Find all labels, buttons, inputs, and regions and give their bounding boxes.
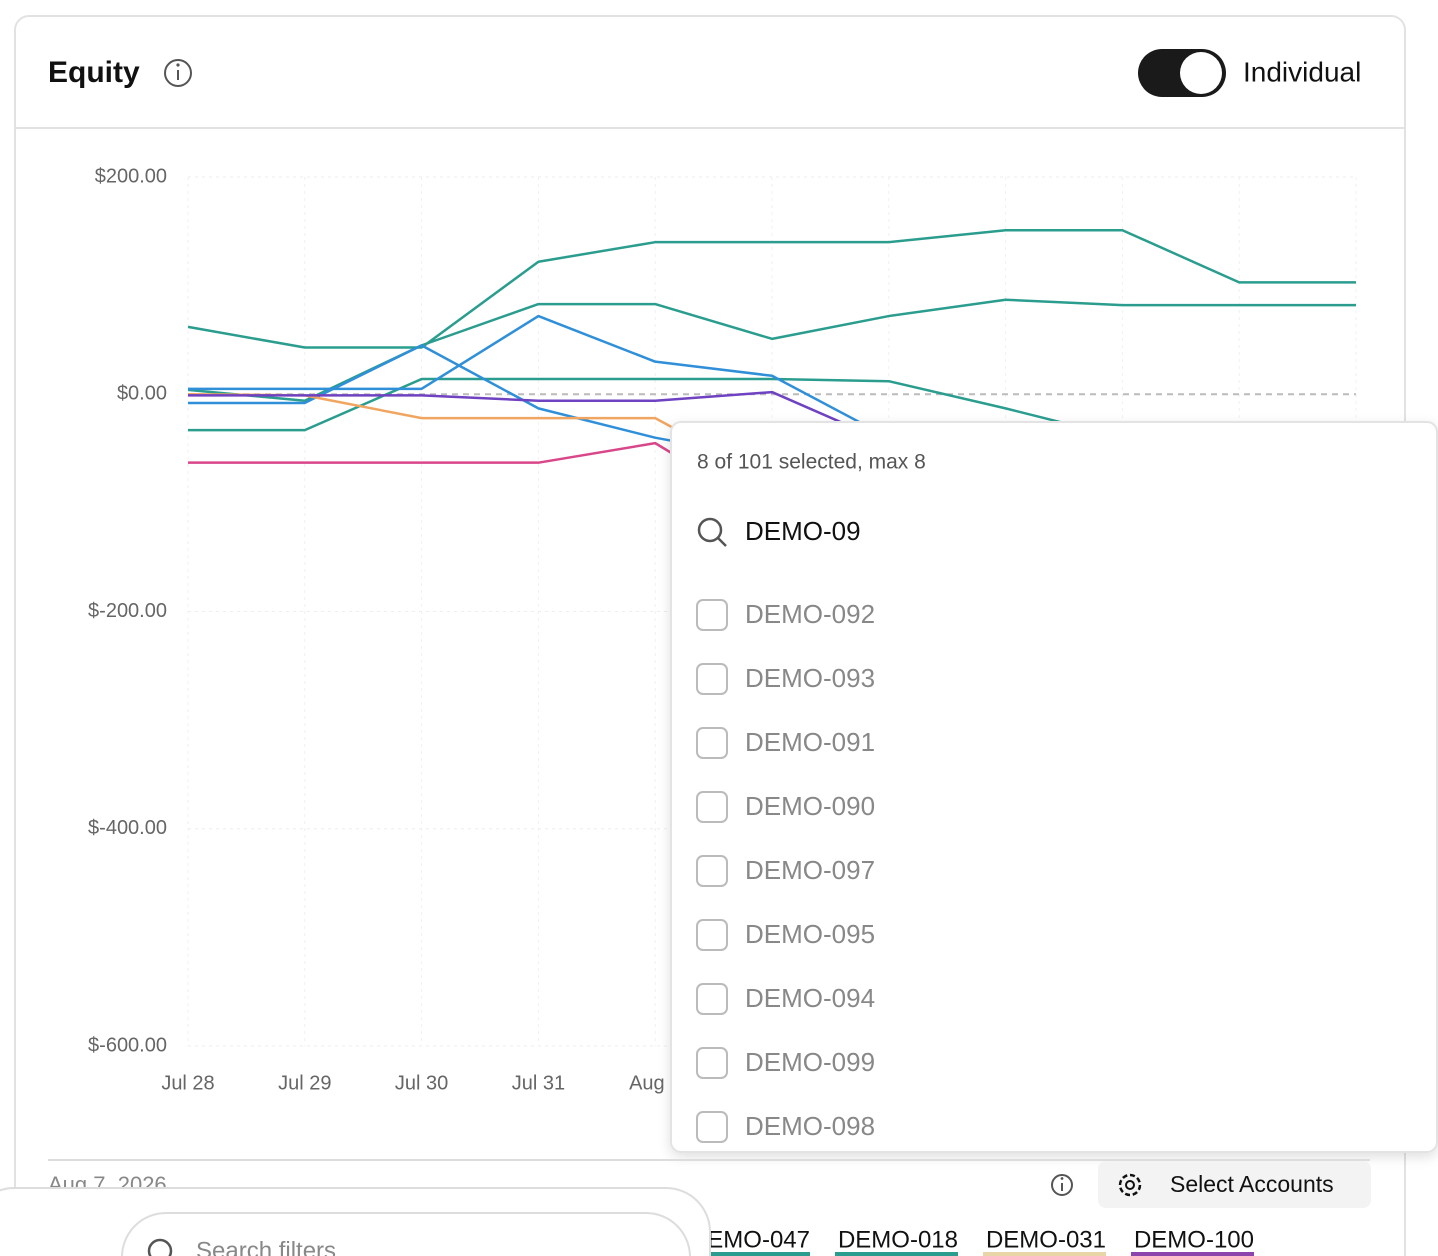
- checkbox: [696, 919, 728, 951]
- option[interactable]: DEMO-099: [696, 1047, 875, 1079]
- y-tick-label: $0.00: [117, 383, 167, 405]
- option[interactable]: DEMO-097: [696, 855, 875, 887]
- legend-swatch: [835, 1252, 958, 1256]
- search-placeholder: Search filters: [196, 1237, 336, 1256]
- x-tick-label: Aug 1: [629, 1072, 681, 1094]
- option[interactable]: DEMO-090: [696, 791, 875, 823]
- checkbox: [696, 855, 728, 887]
- x-tick-label: Jul 28: [161, 1072, 214, 1094]
- x-tick-label: Jul 31: [512, 1072, 565, 1094]
- legend-swatch: [1131, 1252, 1254, 1256]
- legend: DEMO-047 DEMO-018 DEMO-031 DEMO-100: [687, 1226, 1254, 1256]
- checkbox: [696, 663, 728, 695]
- option-label: DEMO-099: [745, 1047, 875, 1077]
- checkbox: [696, 1111, 728, 1143]
- y-tick-label: $200.00: [95, 165, 167, 187]
- checkbox: [696, 983, 728, 1015]
- option-label: DEMO-092: [745, 599, 875, 629]
- selection-status: 8 of 101 selected, max 8: [697, 451, 926, 474]
- option[interactable]: DEMO-098: [696, 1111, 875, 1143]
- info-icon[interactable]: [164, 59, 192, 87]
- x-tick-label: Jul 30: [395, 1072, 448, 1094]
- y-tick-label: $-600.00: [88, 1034, 167, 1056]
- toggle-label: Individual: [1243, 56, 1361, 87]
- option-label: DEMO-093: [745, 663, 875, 693]
- checkbox: [696, 791, 728, 823]
- toggle[interactable]: [1138, 49, 1226, 97]
- dropdown-panel: [670, 421, 1438, 1153]
- option[interactable]: DEMO-094: [696, 983, 875, 1015]
- info-icon[interactable]: [1051, 1174, 1073, 1196]
- legend-label: DEMO-100: [1134, 1226, 1254, 1253]
- checkbox: [696, 1047, 728, 1079]
- button-label: Select Accounts: [1170, 1171, 1334, 1197]
- option-label: DEMO-090: [745, 791, 875, 821]
- y-tick-label: $-400.00: [88, 817, 167, 839]
- dropdown: 8 of 101 selected, max 8 DEMO-09 DEMO-09…: [670, 421, 1438, 1153]
- checkbox: [696, 599, 728, 631]
- checkbox: [696, 727, 728, 759]
- search-input[interactable]: DEMO-09: [745, 516, 861, 546]
- series-line: [188, 377, 1123, 439]
- x-tick-label: Jul 29: [278, 1072, 331, 1094]
- series-line: [188, 390, 890, 445]
- filter-panel: Search filters: [0, 1187, 711, 1256]
- option[interactable]: DEMO-095: [696, 919, 875, 951]
- series-line: [188, 314, 890, 439]
- option[interactable]: DEMO-091: [696, 727, 875, 759]
- option-label: DEMO-094: [745, 983, 875, 1013]
- option[interactable]: DEMO-093: [696, 663, 875, 695]
- option-label: DEMO-091: [745, 727, 875, 757]
- option-label: DEMO-095: [745, 919, 875, 949]
- legend-swatch: [687, 1252, 810, 1256]
- search-icon: [697, 517, 727, 547]
- search-filters-input[interactable]: [121, 1212, 691, 1256]
- select-accounts-button[interactable]: Select Accounts: [1098, 1161, 1371, 1208]
- card-title: Equity: [48, 56, 140, 89]
- legend-swatch: [983, 1252, 1106, 1256]
- option[interactable]: DEMO-092: [696, 599, 875, 631]
- legend-label: DEMO-018: [838, 1226, 958, 1253]
- legend-label: DEMO-031: [986, 1226, 1106, 1253]
- option-label: DEMO-097: [745, 855, 875, 885]
- y-tick-label: $-200.00: [88, 600, 167, 622]
- series-line: [187, 228, 1356, 349]
- option-label: DEMO-098: [745, 1111, 875, 1141]
